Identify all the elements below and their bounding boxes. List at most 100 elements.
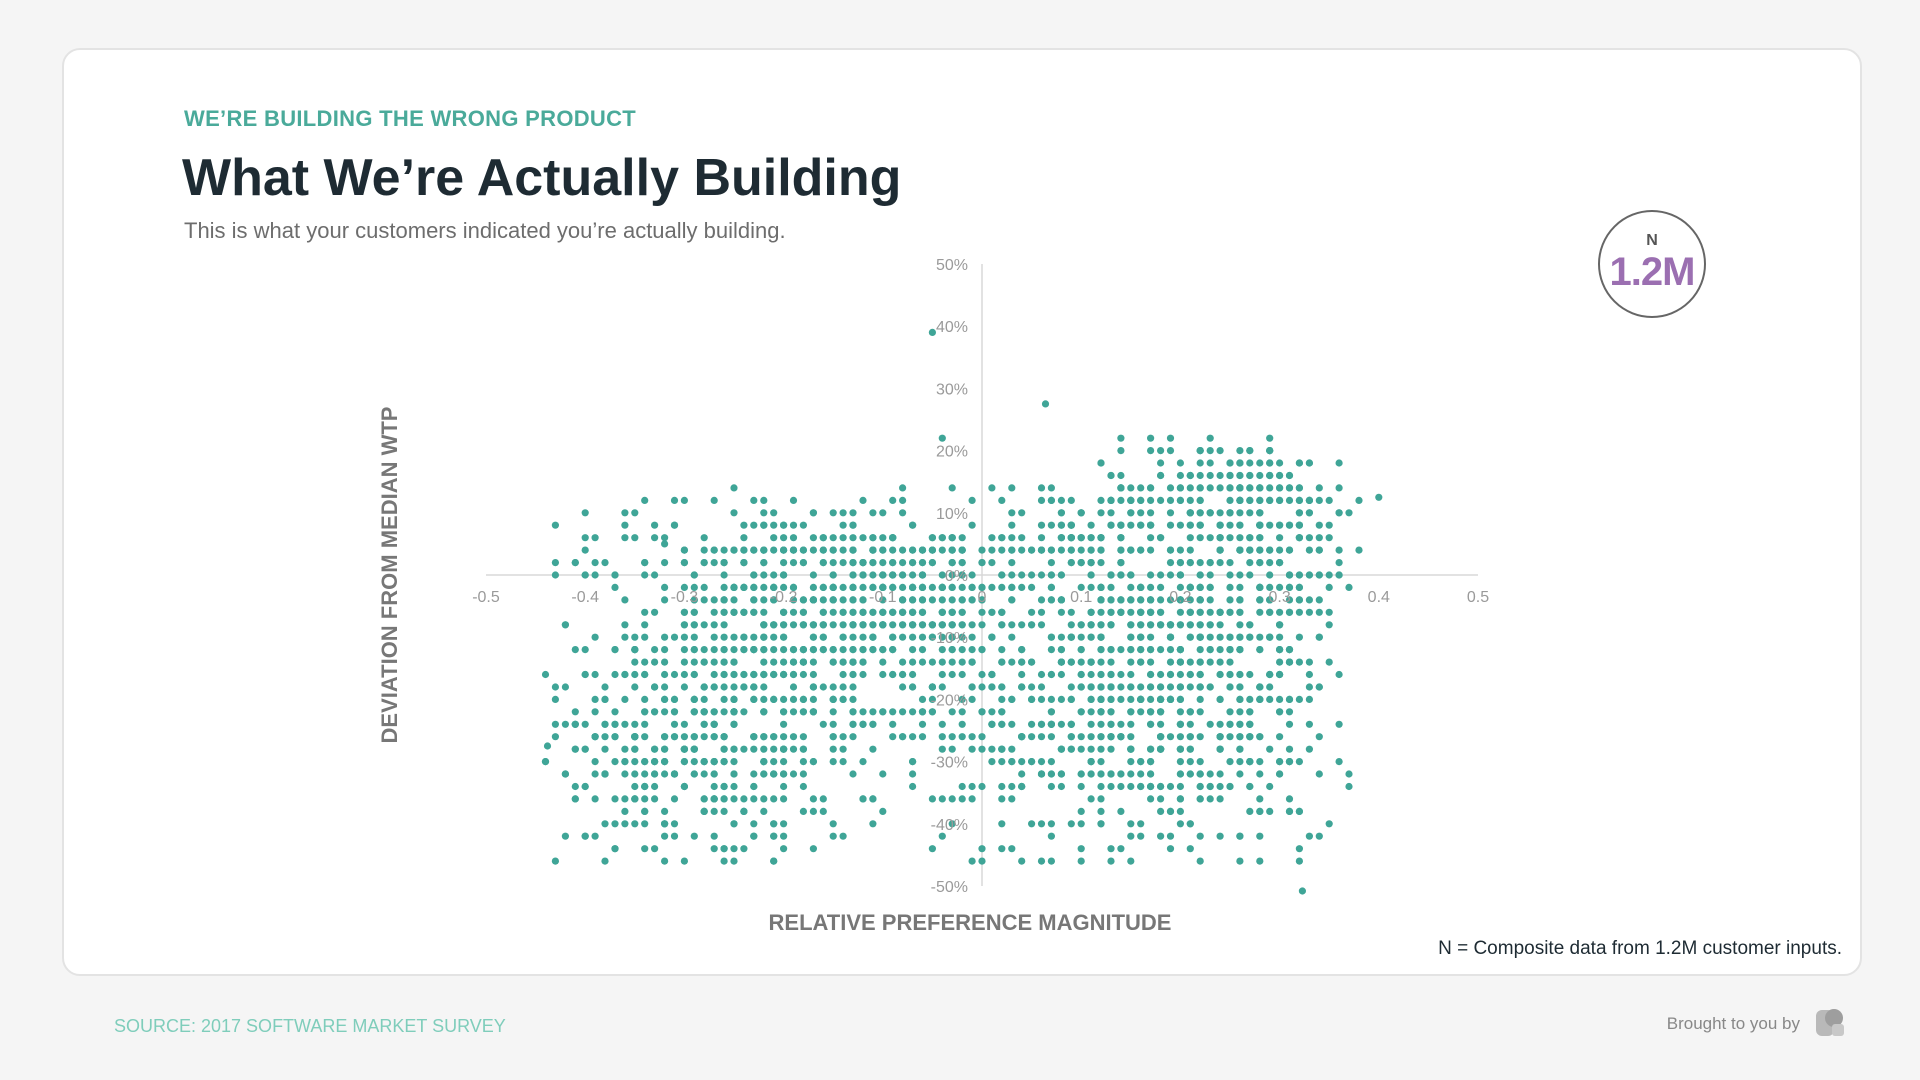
- scatter-point: [1008, 621, 1016, 629]
- scatter-point: [938, 658, 946, 666]
- scatter-point: [1276, 621, 1284, 629]
- scatter-point: [661, 540, 669, 548]
- scatter-point: [551, 695, 560, 704]
- scatter-point: [661, 670, 669, 679]
- scatter-point: [581, 670, 589, 679]
- scatter-point: [1107, 658, 1115, 666]
- scatter-point: [1008, 546, 1016, 554]
- scatter-point: [1087, 534, 1095, 542]
- scatter-point: [948, 559, 956, 567]
- scatter-point: [1226, 459, 1234, 467]
- scatter-point: [1216, 447, 1224, 455]
- scatter-point: [680, 670, 689, 679]
- scatter-point: [1018, 758, 1026, 766]
- scatter-point: [1166, 782, 1175, 791]
- scatter-point: [899, 596, 907, 604]
- scatter-point: [819, 546, 827, 554]
- scatter-point: [730, 695, 738, 704]
- scatter-point: [809, 807, 818, 816]
- scatter-point: [661, 658, 669, 666]
- scatter-point: [1097, 496, 1105, 504]
- scatter-point: [839, 621, 847, 629]
- scatter-point: [1315, 770, 1323, 778]
- scatter-point: [958, 633, 966, 641]
- scatter-point: [859, 559, 867, 567]
- scatter-point: [988, 758, 996, 766]
- scatter-point: [750, 782, 758, 791]
- scatter-point: [720, 596, 728, 604]
- scatter-point: [690, 646, 698, 654]
- scatter-point: [591, 758, 599, 766]
- scatter-point: [1077, 807, 1085, 816]
- scatter-point: [809, 621, 818, 629]
- scatter-point: [690, 745, 698, 753]
- scatter-point: [1256, 633, 1264, 641]
- scatter-point: [1067, 621, 1075, 629]
- scatter-point: [710, 807, 718, 816]
- scatter-point: [1166, 621, 1175, 629]
- scatter-point: [1315, 484, 1323, 492]
- scatter-point: [680, 646, 689, 654]
- scatter-point: [1067, 559, 1075, 567]
- scatter-point: [918, 733, 927, 741]
- scatter-point: [1077, 820, 1085, 828]
- scatter-point: [909, 683, 917, 691]
- scatter-point: [1157, 745, 1165, 753]
- scatter-point: [998, 795, 1006, 803]
- scatter-point: [780, 633, 788, 641]
- scatter-point: [1157, 733, 1165, 741]
- scatter-point: [938, 534, 946, 542]
- scatter-point: [670, 720, 679, 728]
- scatter-point: [1176, 621, 1184, 629]
- scatter-point: [1206, 596, 1214, 604]
- scatter-point: [1206, 447, 1214, 455]
- scatter-point: [1166, 596, 1175, 604]
- scatter-point: [1256, 807, 1264, 816]
- scatter-point: [641, 782, 649, 791]
- scatter-point: [968, 695, 976, 704]
- scatter-point: [780, 845, 788, 853]
- scatter-point: [1236, 695, 1244, 704]
- scatter-point: [1087, 521, 1095, 529]
- scatter-point: [1147, 621, 1155, 629]
- scatter-point: [1127, 521, 1135, 529]
- scatter-point: [849, 695, 857, 704]
- scatter-point: [1176, 758, 1184, 766]
- scatter-point: [1276, 608, 1284, 616]
- scatter-point: [958, 571, 966, 579]
- scatter-point: [661, 633, 669, 641]
- scatter-point: [1256, 770, 1264, 778]
- scatter-point: [1127, 496, 1135, 504]
- scatter-point: [700, 534, 708, 542]
- scatter-point: [1186, 621, 1194, 629]
- scatter-point: [641, 496, 649, 504]
- scatter-point: [1107, 683, 1115, 691]
- scatter-point: [601, 820, 609, 828]
- scatter-point: [1008, 534, 1016, 542]
- scatter-point: [948, 546, 956, 554]
- scatter-point: [918, 596, 927, 604]
- scatter-point: [1047, 782, 1055, 791]
- scatter-point: [1236, 596, 1244, 604]
- scatter-point: [1037, 608, 1046, 616]
- scatter-point: [1097, 646, 1105, 654]
- scatter-point: [1087, 758, 1095, 766]
- scatter-point: [1226, 521, 1234, 529]
- scatter-point: [1166, 695, 1175, 704]
- scatter-point: [938, 733, 946, 741]
- scatter-point: [1117, 559, 1125, 567]
- scatter-point: [1107, 608, 1115, 616]
- scatter-point: [770, 633, 778, 641]
- scatter-point: [1067, 733, 1075, 741]
- scatter-point: [1246, 546, 1254, 554]
- scatter-point: [1295, 534, 1303, 542]
- scatter-point: [819, 646, 827, 654]
- scatter-point: [1097, 708, 1105, 716]
- scatter-point: [730, 857, 738, 865]
- scatter-point: [1236, 720, 1244, 728]
- scatter-point: [799, 646, 808, 654]
- scatter-point: [859, 720, 867, 728]
- scatter-point: [869, 720, 877, 728]
- scatter-point: [1077, 646, 1085, 654]
- scatter-point: [720, 683, 728, 691]
